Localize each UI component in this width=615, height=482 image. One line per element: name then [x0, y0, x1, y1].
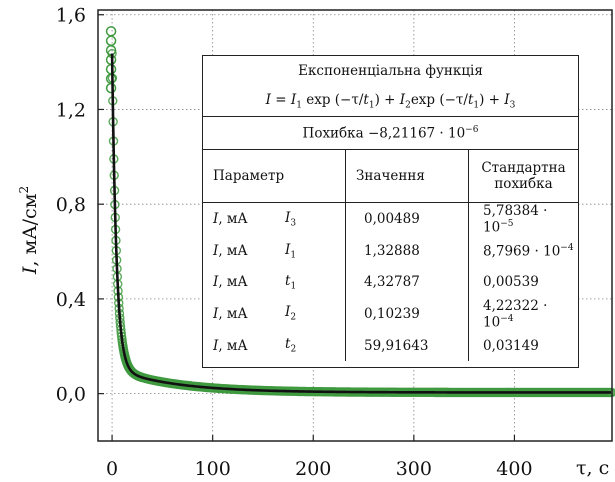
- y-tick-label: 1,2: [56, 99, 86, 121]
- x-tick-label: 300: [396, 458, 432, 480]
- value-header: Значення: [345, 149, 469, 203]
- param-unit: I, мА: [213, 274, 248, 290]
- y-tick-label: 0,8: [56, 194, 86, 216]
- param-stderr: 0,00539: [483, 274, 539, 290]
- param-stderr: 0,03149: [483, 337, 539, 354]
- x-tick-label: 200: [295, 458, 331, 480]
- x-axis-label: τ, с: [576, 457, 609, 479]
- param-value: 59,91643: [345, 330, 469, 361]
- x-tick-label: 0: [106, 458, 118, 480]
- param-value: 4,32787: [345, 266, 469, 298]
- fit-error-label: Похибка: [302, 125, 364, 142]
- param-value: 0,10239: [345, 297, 469, 330]
- param-name: I3: [277, 202, 346, 236]
- stderr-header: Стандартна похибка: [468, 149, 578, 203]
- stderr-header-line2: похибка: [494, 176, 553, 192]
- fit-error: Похибка −8,21167 · 10−6: [203, 116, 578, 150]
- param-value: 0,00489: [345, 202, 469, 236]
- param-header: Параметр: [203, 149, 346, 203]
- data-point: [105, 26, 117, 37]
- fit-curve: [110, 53, 611, 394]
- y-tick-label: 0,0: [56, 384, 86, 406]
- model-formula: I = I1 exp (−τ/t1) + I2exp (−τ/t1) + I3: [203, 86, 578, 117]
- plot-frame: [97, 9, 613, 442]
- param-name: t1: [277, 266, 346, 298]
- table-row: I, мА t2 59,91643 0,03149: [203, 330, 578, 361]
- param-unit: I, мА: [213, 305, 248, 322]
- table-row: I, мА t1 4,32787 0,00539: [203, 266, 578, 298]
- stderr-header-line1: Стандартна: [481, 160, 566, 176]
- table-row: I, мА I3 0,00489 5,78384 · 10−5: [203, 202, 578, 236]
- param-stderr: 4,22322 · 10−4: [483, 297, 548, 331]
- y-tick-label: 1,6: [56, 5, 86, 27]
- param-name: t2: [277, 330, 346, 361]
- data-point: [105, 82, 117, 94]
- table-header-row: Параметр Значення Стандартна похибка: [203, 149, 578, 203]
- y-axis-label: I, мА/см2: [17, 186, 41, 275]
- fit-results-table: Експоненціальна функція I = I1 exp (−τ/t…: [202, 55, 579, 368]
- y-tick-label: 0,4: [56, 289, 86, 311]
- param-stderr: 8,7969 · 10−4: [483, 242, 574, 260]
- param-value: 1,32888: [345, 235, 469, 267]
- data-series: [105, 26, 615, 398]
- param-stderr: 5,78384 · 10−5: [483, 203, 548, 236]
- param-name: I1: [277, 235, 346, 267]
- x-tick-label: 400: [496, 458, 532, 480]
- data-point: [105, 35, 117, 47]
- table-row: I, мА I2 0,10239 4,22322 · 10−4: [203, 297, 578, 331]
- param-name: I2: [277, 297, 346, 330]
- param-unit: I, мА: [213, 337, 248, 354]
- table-row: I, мА I1 1,32888 8,7969 · 10−4: [203, 235, 578, 267]
- param-unit: I, мА: [213, 243, 248, 259]
- axis-ticks: 0 100 200 300 400 0,0 0,4 0,8 1,2 1,6: [56, 5, 533, 480]
- x-tick-label: 100: [195, 458, 231, 480]
- table-title: Експоненціальна функція: [298, 63, 483, 79]
- param-unit: I, мА: [213, 211, 248, 228]
